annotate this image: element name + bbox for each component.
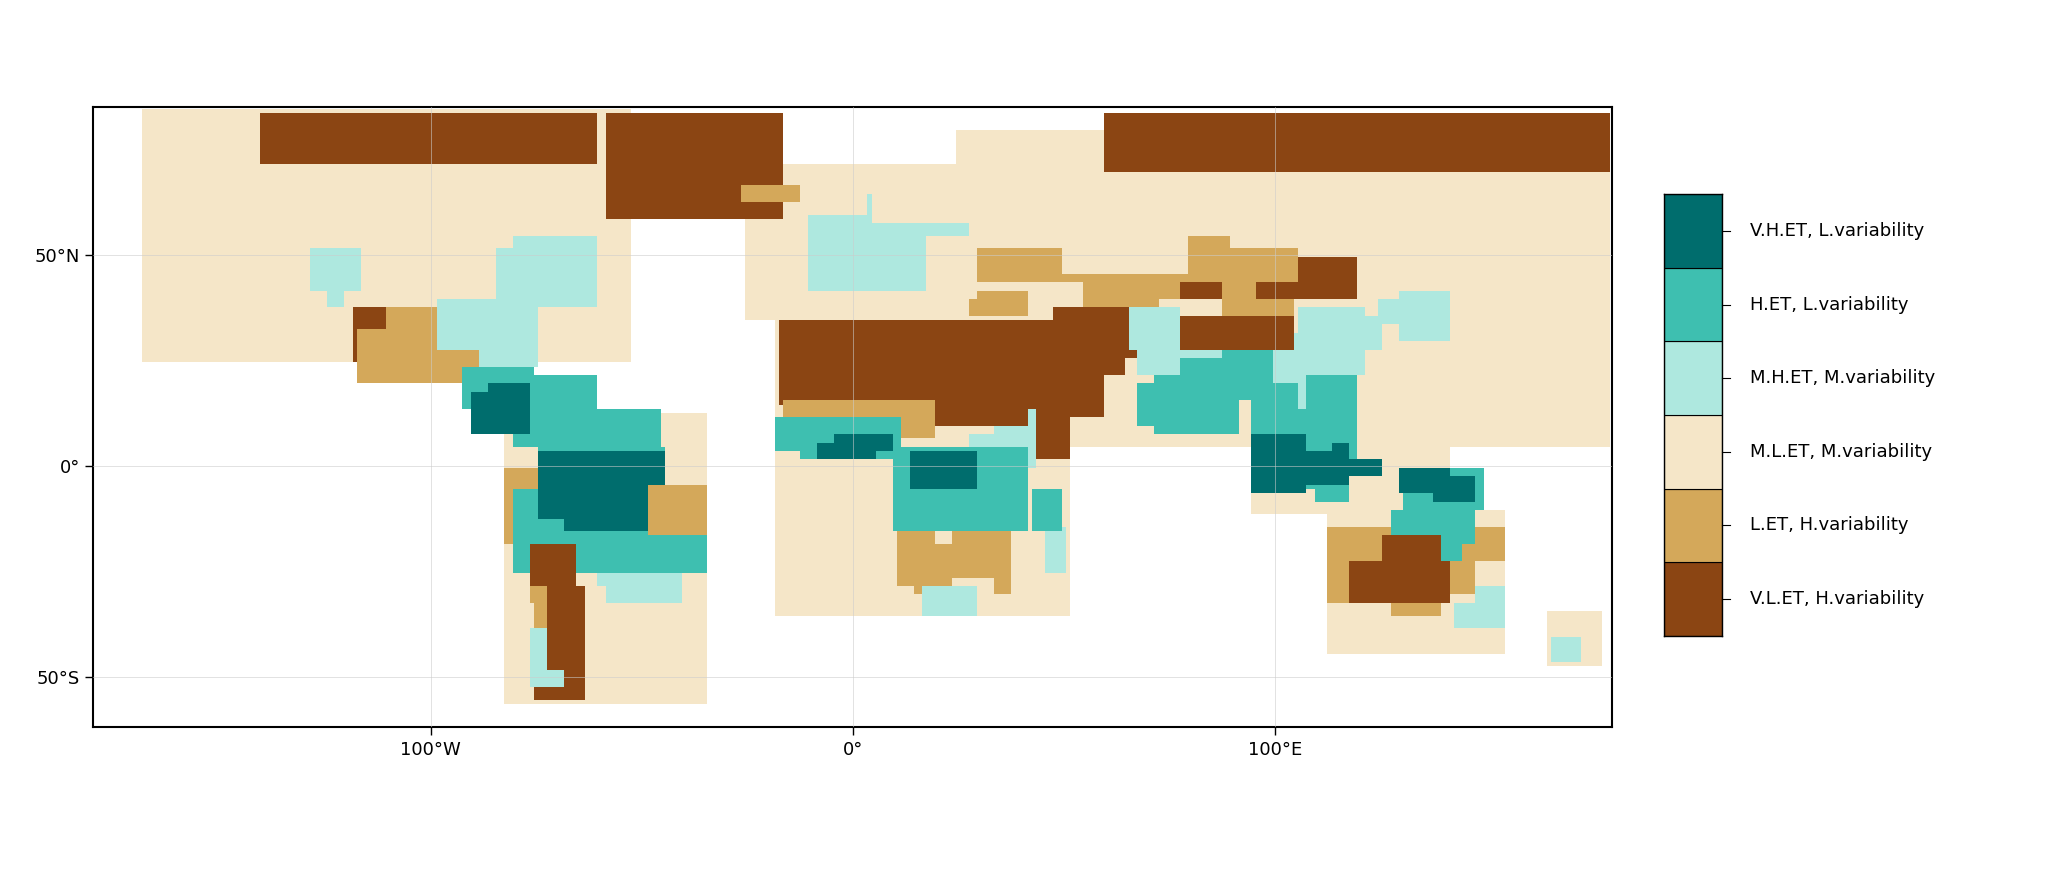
Text: H.ET, L.variability: H.ET, L.variability — [1749, 296, 1908, 313]
Bar — [1664, 562, 1722, 636]
Text: M.H.ET, M.variability: M.H.ET, M.variability — [1749, 369, 1935, 388]
Bar — [1664, 342, 1722, 415]
Text: L.ET, H.variability: L.ET, H.variability — [1749, 517, 1908, 534]
Bar — [1664, 194, 1722, 268]
Text: V.L.ET, H.variability: V.L.ET, H.variability — [1749, 590, 1924, 608]
Text: V.H.ET, L.variability: V.H.ET, L.variability — [1749, 222, 1924, 240]
Bar — [1664, 268, 1722, 342]
Text: M.L.ET, M.variability: M.L.ET, M.variability — [1749, 442, 1933, 461]
Bar — [1664, 415, 1722, 488]
Bar — [1664, 488, 1722, 562]
